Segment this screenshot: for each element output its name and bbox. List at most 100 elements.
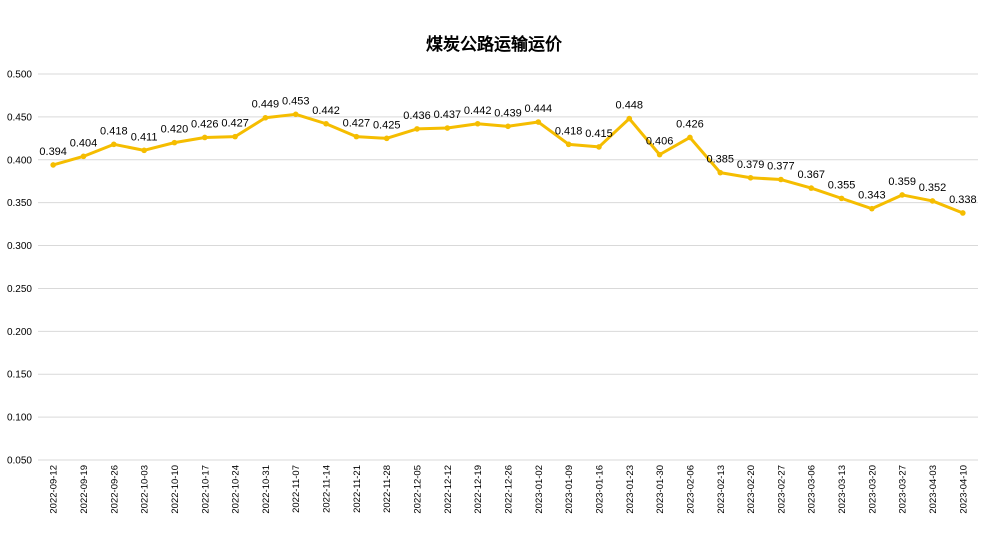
x-tick-label: 2023-02-27 [776, 465, 787, 514]
data-label: 0.411 [131, 131, 158, 143]
x-tick-label: 2022-09-12 [49, 465, 60, 514]
x-tick-label: 2022-12-19 [473, 465, 484, 514]
data-point [80, 153, 87, 160]
x-tick-label: 2023-01-16 [594, 465, 605, 514]
x-tick-label: 2023-01-09 [564, 465, 575, 514]
data-label: 0.453 [282, 95, 310, 107]
data-label: 0.415 [585, 128, 613, 140]
x-tick-label: 2022-09-26 [109, 465, 120, 514]
data-label: 0.355 [828, 179, 856, 191]
data-label: 0.427 [343, 118, 371, 130]
data-label: 0.425 [373, 119, 401, 131]
x-tick-label: 2023-01-02 [534, 465, 545, 514]
data-point [960, 210, 966, 216]
data-point [444, 125, 451, 131]
data-point [171, 139, 178, 146]
data-label: 0.418 [555, 125, 583, 137]
x-axis-ticks: 2022-09-12 2022-09-19 2022-09-26 2022-10-03… [49, 465, 970, 514]
x-tick-label: 2023-04-03 [928, 465, 939, 514]
data-point [50, 162, 56, 168]
data-point [899, 192, 905, 198]
x-tick-label: 2022-12-05 [413, 465, 424, 514]
y-tick-label: 0.300 [7, 241, 32, 252]
data-label: 0.448 [616, 100, 644, 112]
data-point [869, 205, 875, 212]
data-point [596, 144, 602, 150]
data-point [292, 111, 299, 118]
data-point [201, 134, 208, 141]
x-tick-label: 2023-03-27 [898, 465, 909, 514]
data-point [141, 147, 147, 154]
data-label: 0.427 [221, 118, 249, 130]
x-tick-label: 2022-10-24 [231, 465, 242, 514]
data-point [778, 176, 784, 183]
x-tick-label: 2023-03-06 [807, 465, 818, 514]
data-label: 0.426 [191, 118, 219, 130]
data-label: 0.442 [312, 105, 340, 117]
data-point [687, 134, 693, 141]
data-label: 0.343 [858, 190, 886, 202]
x-tick-label: 2022-10-03 [140, 465, 151, 514]
x-tick-label: 2023-03-13 [837, 465, 848, 514]
data-point [505, 123, 511, 130]
data-label: 0.338 [949, 194, 977, 206]
data-label: 0.439 [494, 107, 522, 119]
y-tick-label: 0.250 [7, 284, 32, 295]
data-point [717, 169, 724, 176]
data-point [747, 174, 754, 181]
data-point [656, 151, 663, 158]
data-label: 0.406 [646, 136, 674, 148]
y-tick-label: 0.350 [7, 198, 32, 209]
x-tick-label: 2022-10-10 [170, 465, 181, 514]
data-label: 0.379 [737, 159, 765, 171]
y-tick-label: 0.450 [7, 112, 32, 123]
x-tick-label: 2023-02-20 [746, 465, 757, 514]
data-point [232, 133, 238, 140]
data-point [353, 133, 360, 140]
data-point [323, 120, 329, 127]
x-tick-label: 2022-11-14 [322, 465, 333, 513]
x-tick-label: 2023-03-20 [867, 465, 878, 514]
data-point [535, 119, 542, 125]
y-tick-label: 0.400 [7, 155, 32, 166]
data-label: 0.426 [676, 118, 704, 130]
data-label: 0.437 [434, 109, 462, 121]
data-point [111, 141, 117, 148]
data-label: 0.418 [100, 125, 128, 137]
y-tick-label: 0.500 [7, 70, 32, 81]
x-tick-label: 2022-11-28 [382, 465, 393, 513]
data-label: 0.436 [403, 110, 431, 122]
data-label: 0.404 [70, 137, 98, 149]
data-label: 0.352 [919, 182, 947, 194]
y-tick-label: 0.200 [7, 327, 32, 338]
data-label: 0.377 [767, 161, 795, 173]
x-tick-label: 2022-12-26 [504, 465, 515, 514]
x-tick-label: 2022-10-31 [261, 465, 272, 514]
x-tick-label: 2023-02-13 [716, 465, 727, 514]
data-point [414, 126, 420, 132]
x-tick-label: 2023-01-23 [625, 465, 636, 514]
x-tick-label: 2023-01-30 [655, 465, 666, 514]
y-tick-label: 0.050 [7, 456, 32, 467]
data-point [929, 198, 936, 204]
chart-title: 煤炭公路运输运价 [426, 34, 563, 55]
data-point [808, 185, 815, 191]
data-label: 0.420 [161, 124, 189, 136]
data-point [626, 115, 633, 122]
data-label: 0.444 [525, 103, 553, 115]
y-tick-label: 0.150 [7, 370, 32, 381]
x-tick-label: 2023-02-06 [685, 465, 696, 514]
gridlines [38, 73, 978, 461]
data-label: 0.442 [464, 105, 492, 117]
x-tick-label: 2022-09-19 [79, 465, 90, 514]
data-label: 0.367 [797, 169, 825, 181]
x-tick-label: 2022-12-12 [443, 465, 454, 514]
x-tick-label: 2022-10-17 [200, 465, 211, 514]
data-label: 0.394 [39, 146, 67, 158]
x-tick-label: 2022-11-07 [291, 465, 302, 513]
y-tick-label: 0.100 [7, 413, 32, 424]
y-axis-ticks: 0.050 0.100 0.150 0.200 0.250 0.300 0.350 0.400… [7, 70, 32, 467]
data-point [565, 141, 572, 148]
data-point [383, 135, 390, 142]
